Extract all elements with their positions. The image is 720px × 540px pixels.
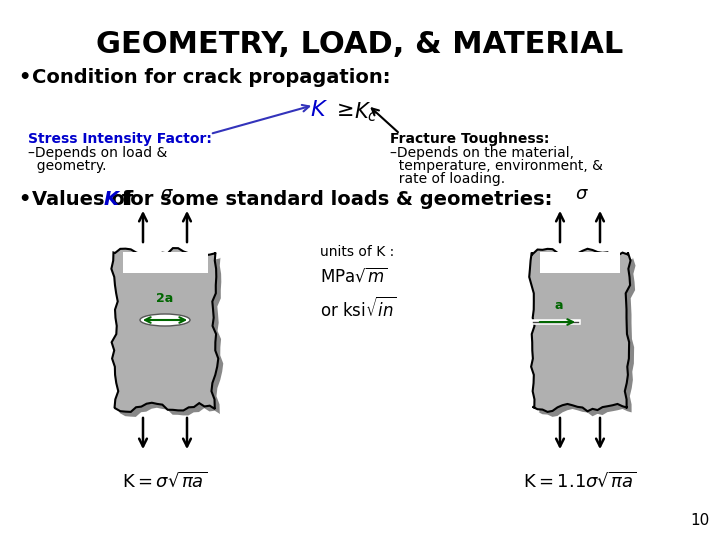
Polygon shape xyxy=(529,249,631,412)
Text: $\sigma$: $\sigma$ xyxy=(575,185,589,203)
Text: $\geq$: $\geq$ xyxy=(332,100,354,120)
Text: Stress Intensity Factor:: Stress Intensity Factor: xyxy=(28,132,212,146)
Text: •: • xyxy=(18,190,30,209)
Text: •: • xyxy=(18,68,30,87)
Text: or ksi$\sqrt{in}$: or ksi$\sqrt{in}$ xyxy=(320,297,397,321)
Polygon shape xyxy=(534,254,636,417)
Text: GEOMETRY, LOAD, & MATERIAL: GEOMETRY, LOAD, & MATERIAL xyxy=(96,30,624,59)
Text: 2a: 2a xyxy=(156,292,174,305)
Text: –Depends on load &: –Depends on load & xyxy=(28,146,167,160)
Polygon shape xyxy=(117,253,223,417)
Text: $K_c$: $K_c$ xyxy=(354,100,377,124)
Text: Fracture Toughness:: Fracture Toughness: xyxy=(390,132,549,146)
Text: rate of loading.: rate of loading. xyxy=(390,172,505,186)
Text: $\mathrm{K} = 1.1\sigma\sqrt{\pi a}$: $\mathrm{K} = 1.1\sigma\sqrt{\pi a}$ xyxy=(523,472,637,491)
Text: K: K xyxy=(104,190,119,209)
Text: for some standard loads & geometries:: for some standard loads & geometries: xyxy=(115,190,552,209)
Text: units of K :: units of K : xyxy=(320,245,395,259)
Text: geometry.: geometry. xyxy=(28,159,107,173)
Text: MPa$\sqrt{m}$: MPa$\sqrt{m}$ xyxy=(320,267,387,286)
Text: temperature, environment, &: temperature, environment, & xyxy=(390,159,603,173)
Text: Values of: Values of xyxy=(32,190,140,209)
Text: a: a xyxy=(554,299,563,312)
Text: –Depends on the material,: –Depends on the material, xyxy=(390,146,574,160)
Text: $\mathrm{K} = \sigma\sqrt{\pi a}$: $\mathrm{K} = \sigma\sqrt{\pi a}$ xyxy=(122,472,207,491)
Text: $\it{K}$: $\it{K}$ xyxy=(310,100,328,120)
Polygon shape xyxy=(539,252,621,273)
Polygon shape xyxy=(112,248,218,412)
Text: Condition for crack propagation:: Condition for crack propagation: xyxy=(32,68,390,87)
Ellipse shape xyxy=(140,314,190,326)
Text: $\sigma$: $\sigma$ xyxy=(160,185,174,203)
Polygon shape xyxy=(122,252,207,273)
Text: 10: 10 xyxy=(690,513,710,528)
